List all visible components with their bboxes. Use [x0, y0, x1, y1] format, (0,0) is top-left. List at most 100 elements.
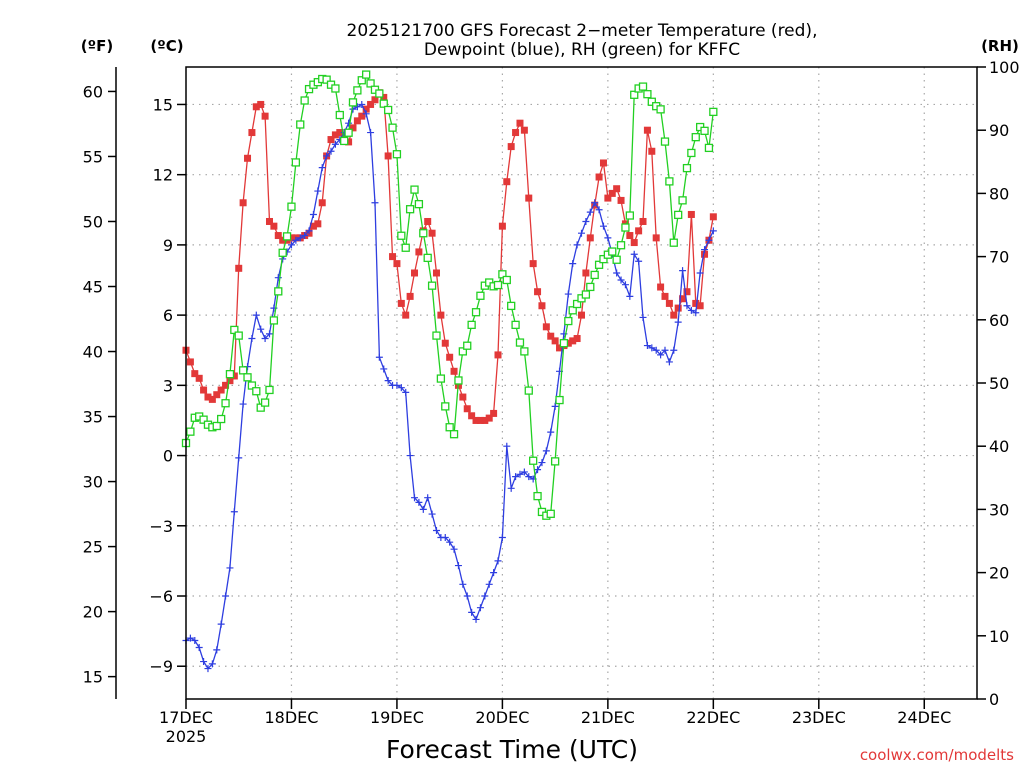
rh-point	[375, 89, 384, 98]
temperature-point	[437, 311, 445, 319]
dewpoint-point	[265, 330, 273, 338]
celsius-unit-label: (ºC)	[150, 37, 183, 55]
temperature-point	[248, 129, 256, 137]
temperature-point	[186, 358, 194, 366]
dewpoint-point	[287, 241, 295, 249]
rh-point	[678, 196, 687, 205]
rh-point	[454, 376, 463, 385]
rh-point	[344, 128, 353, 137]
rh-point	[691, 133, 700, 142]
series-2-meter-temperature	[182, 89, 717, 424]
dewpoint-point	[595, 206, 603, 214]
temperature-point	[648, 147, 656, 155]
temperature-point	[520, 126, 528, 134]
rh-point	[296, 120, 305, 129]
dewpoint-point	[613, 269, 621, 277]
rh-point	[243, 373, 252, 382]
temperature-point	[529, 260, 537, 268]
temperature-point	[314, 220, 322, 228]
dewpoint-point	[195, 644, 203, 652]
temperature-point	[643, 126, 651, 134]
dewpoint-point	[621, 281, 629, 289]
dewpoint-point	[670, 346, 678, 354]
temperature-point	[380, 93, 388, 101]
dewpoint-point	[564, 290, 572, 298]
celsius-tick-label: −9	[149, 657, 173, 676]
rh-point	[278, 248, 287, 257]
dewpoint-point	[331, 140, 339, 148]
dewpoint-point	[450, 545, 458, 553]
temperature-point	[393, 260, 401, 268]
dewpoint-point	[191, 636, 199, 644]
dewpoint-point	[305, 227, 313, 235]
x-tick-label: 20DEC	[475, 708, 529, 727]
dewpoint-point	[599, 222, 607, 230]
dewpoint-point	[406, 452, 414, 460]
rh-point	[388, 123, 397, 132]
temperature-point	[309, 222, 317, 230]
temperature-point	[428, 229, 436, 237]
rh-point	[379, 99, 388, 108]
temperature-point	[701, 250, 709, 258]
temperature-point	[639, 217, 647, 225]
rh-point	[335, 110, 344, 120]
rh-point	[511, 320, 520, 330]
rh-point	[621, 223, 630, 232]
rh-point	[357, 76, 366, 85]
temperature-point	[709, 213, 717, 221]
temperature-point	[516, 119, 524, 127]
temperature-point	[687, 210, 695, 218]
dewpoint-point	[362, 110, 370, 118]
temperature-point	[239, 199, 247, 207]
temperature-point	[331, 131, 339, 139]
rh-point	[221, 399, 230, 408]
dewpoint-point	[569, 260, 577, 268]
rh-tick-label: 80	[989, 184, 1009, 203]
dewpoint-point	[186, 634, 194, 642]
rh-point	[405, 205, 415, 214]
temperature-point	[617, 196, 625, 204]
temperature-point	[318, 199, 326, 207]
rh-point	[247, 381, 257, 390]
rh-point	[256, 403, 265, 412]
temperature-point	[512, 129, 520, 137]
dewpoint-point	[635, 257, 643, 265]
x-axis-label: Forecast Time (UTC)	[386, 735, 638, 764]
rh-point	[520, 347, 529, 356]
dewpoint-point	[274, 274, 282, 282]
rh-point	[529, 456, 538, 465]
temperature-point	[459, 393, 467, 401]
rh-point	[638, 82, 648, 91]
dewpoint-point	[402, 388, 410, 396]
dewpoint-point	[301, 232, 309, 240]
fahrenheit-tick-label: 30	[83, 473, 103, 492]
rh-point	[331, 84, 340, 93]
grid-lines	[186, 67, 977, 699]
fahrenheit-tick-label: 45	[83, 278, 103, 297]
temperature-point	[235, 264, 243, 272]
rh-point	[586, 282, 595, 292]
temperature-point	[217, 386, 225, 394]
temperature-point	[353, 117, 361, 125]
rh-point	[594, 260, 604, 269]
temperature-point	[367, 100, 375, 108]
rh-point	[362, 70, 371, 79]
temperature-point	[652, 234, 660, 242]
dewpoint-point	[314, 187, 322, 195]
dewpoint-point	[393, 381, 401, 389]
dewpoint-point	[419, 505, 427, 513]
dewpoint-point	[617, 276, 625, 284]
celsius-tick-label: 12	[153, 166, 173, 185]
temperature-point	[657, 283, 665, 291]
rh-point	[555, 395, 564, 405]
dewpoint-point	[248, 335, 256, 343]
rh-tick-label: 100	[989, 58, 1020, 77]
rh-point	[234, 331, 243, 340]
rh-point	[630, 90, 639, 99]
temperature-point	[432, 269, 440, 277]
temperature-point	[604, 194, 612, 202]
rh-unit-label: (RH)	[981, 37, 1019, 55]
rh-point	[304, 84, 314, 94]
temperature-point	[468, 412, 476, 420]
rh-point	[599, 254, 608, 264]
